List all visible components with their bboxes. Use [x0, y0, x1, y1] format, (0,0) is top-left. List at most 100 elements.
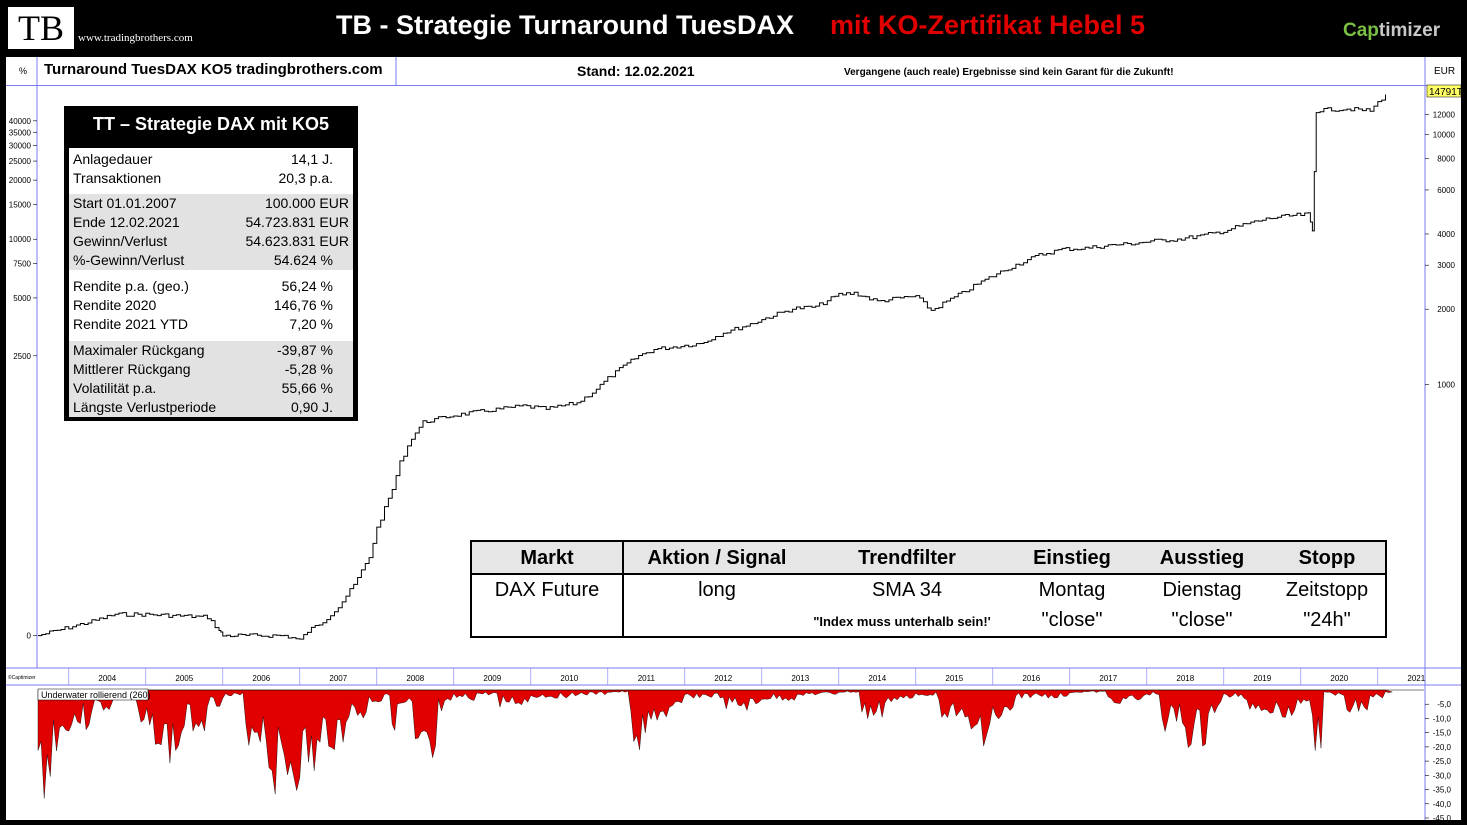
left-tick-label: 2500 — [13, 352, 31, 361]
right-tick-label: 3000 — [1437, 261, 1455, 270]
stats-value: 54.623.831 EUR — [245, 233, 349, 249]
left-tick-label: 20000 — [9, 176, 32, 185]
underwater-chart-group — [37, 689, 1424, 799]
stats-value: 100.000 EUR — [264, 195, 349, 211]
cell-einstieg-close: "close" — [1041, 609, 1103, 631]
signal-table-divider — [622, 542, 624, 636]
x-axis-ticks: 2004 2005 2006 2007 2008 2009 2010 2011 2012 2013… — [68, 668, 1426, 685]
stats-row: Start 01.01.2007 100.000 EUR — [69, 194, 353, 213]
stats-value: -5,28 % — [284, 361, 333, 377]
underwater-tick-label: -30,0 — [1433, 771, 1452, 780]
stats-row: Anlagedauer 14,1 J. — [69, 150, 353, 169]
stats-row: Rendite 2020 146,76 % — [69, 296, 353, 315]
underwater-title: Underwater rollierend (260) — [41, 690, 151, 700]
left-axis-ticks: 4000035000300002500020000150001000075005… — [9, 117, 37, 641]
cell-einstieg: Montag — [1038, 579, 1106, 601]
stats-row: Ende 12.02.2021 54.723.831 EUR — [69, 213, 353, 232]
equity-curve-group — [38, 94, 1386, 640]
right-tick-label: 1000 — [1437, 380, 1455, 389]
x-tick-label: 2017 — [1099, 674, 1117, 683]
left-tick-label: 30000 — [9, 141, 32, 150]
equity-curve-line — [38, 94, 1386, 640]
right-tick-label: 2000 — [1437, 305, 1455, 314]
brand-logo: Captimizer — [1343, 20, 1440, 42]
col-header-ausstieg: Ausstieg — [1159, 547, 1245, 569]
right-tick-label: 6000 — [1437, 186, 1455, 195]
cell-ausstieg-close: "close" — [1171, 609, 1233, 631]
page-title: TB - Strategie Turnaround TuesDAX — [336, 10, 795, 40]
underwater-tick-label: -10,0 — [1433, 714, 1452, 723]
x-tick-label: 2015 — [945, 674, 963, 683]
left-tick-label: 15000 — [9, 201, 32, 210]
x-tick-label: 2012 — [714, 674, 732, 683]
stats-row: Mittlerer Rückgang -5,28 % — [69, 360, 353, 379]
stats-row: Volatilität p.a. 55,66 % — [69, 379, 353, 398]
underwater-area — [37, 689, 1393, 799]
stats-label: Volatilität p.a. — [73, 380, 157, 396]
cell-trendfilter: SMA 34 — [871, 579, 943, 601]
cell-aktion: long — [698, 579, 736, 601]
strategy-name: Turnaround TuesDAX KO5 tradingbrothers.c… — [44, 61, 383, 78]
stats-row: %-Gewinn/Verlust 54.624 % — [69, 251, 353, 270]
logo-url: www.tradingbrothers.com — [78, 32, 193, 44]
stand-date: Stand: 12.02.2021 — [577, 63, 695, 79]
stats-label: Rendite 2021 YTD — [73, 316, 188, 332]
stats-value: -39,87 % — [276, 342, 333, 358]
right-tick-label: 10000 — [1433, 130, 1456, 139]
stats-value: 20,3 p.a. — [278, 170, 334, 186]
underwater-tick-label: -5,0 — [1437, 700, 1451, 709]
stats-label: Maximaler Rückgang — [73, 342, 205, 358]
last-value-tag: 14791T — [1429, 87, 1463, 98]
page-title-highlight: mit KO-Zertifikat Hebel 5 — [830, 10, 1146, 40]
stats-value: 7,20 % — [289, 316, 333, 332]
stats-row: Gewinn/Verlust 54.623.831 EUR — [69, 232, 353, 251]
x-tick-label: 2020 — [1330, 674, 1348, 683]
x-tick-label: 2004 — [98, 674, 116, 683]
brand-part2: timizer — [1378, 20, 1441, 41]
stats-row: Rendite 2021 YTD 7,20 % — [69, 315, 353, 334]
logo-text: TB — [17, 8, 64, 48]
stats-label: Längste Verlustperiode — [73, 399, 217, 415]
underwater-label-box — [37, 688, 149, 701]
cell-stopp-24h: "24h" — [1303, 609, 1351, 631]
stats-body: Anlagedauer 14,1 J. Transaktionen 20,3 p.a… — [69, 148, 353, 417]
stats-title: TT – Strategie DAX mit KO5 — [92, 114, 330, 134]
stats-row: Längste Verlustperiode 0,90 J. — [69, 398, 353, 417]
stats-value: 55,66 % — [281, 380, 333, 396]
x-axis-corner-label: ©Captimizer — [8, 674, 36, 681]
col-header-markt: Markt — [520, 547, 574, 569]
disclaimer: Vergangene (auch reale) Ergebnisse sind … — [844, 67, 1174, 78]
x-tick-label: 2008 — [406, 674, 424, 683]
stats-label: %-Gewinn/Verlust — [73, 252, 185, 268]
x-tick-label: 2011 — [638, 674, 656, 683]
chart-header-bar — [6, 57, 1461, 86]
last-value-tag-bg — [1426, 84, 1462, 98]
signal-table: Markt Aktion / Signal Trendfilter Einsti… — [470, 540, 1387, 638]
left-axis-unit: % — [19, 66, 28, 76]
left-tick-label: 10000 — [9, 235, 32, 244]
stats-value: 54.624 % — [273, 252, 333, 268]
col-header-einstieg: Einstieg — [1033, 547, 1111, 569]
right-tick-label: 4000 — [1437, 230, 1455, 239]
left-tick-label: 0 — [27, 632, 32, 641]
x-tick-label: 2005 — [175, 674, 193, 683]
left-tick-label: 7500 — [13, 260, 31, 269]
right-axis-unit: EUR — [1434, 66, 1456, 77]
x-tick-label: 2006 — [252, 674, 270, 683]
underwater-tick-label: -15,0 — [1433, 729, 1452, 738]
underwater-tick-label: -40,0 — [1433, 800, 1452, 809]
stats-value: 146,76 % — [273, 297, 333, 313]
left-tick-label: 35000 — [9, 128, 32, 137]
stats-label: Gewinn/Verlust — [73, 233, 168, 249]
x-tick-label: 2021 — [1407, 674, 1425, 683]
cell-ausstieg: Dienstag — [1162, 579, 1242, 601]
cell-markt: DAX Future — [494, 579, 600, 601]
stats-value: 14,1 J. — [290, 151, 333, 167]
left-tick-label: 25000 — [9, 157, 32, 166]
stats-row: Rendite p.a. (geo.) 56,24 % — [69, 277, 353, 296]
cell-stopp: Zeitstopp — [1285, 579, 1369, 601]
x-tick-label: 2014 — [868, 674, 886, 683]
stats-value: 56,24 % — [281, 278, 333, 294]
